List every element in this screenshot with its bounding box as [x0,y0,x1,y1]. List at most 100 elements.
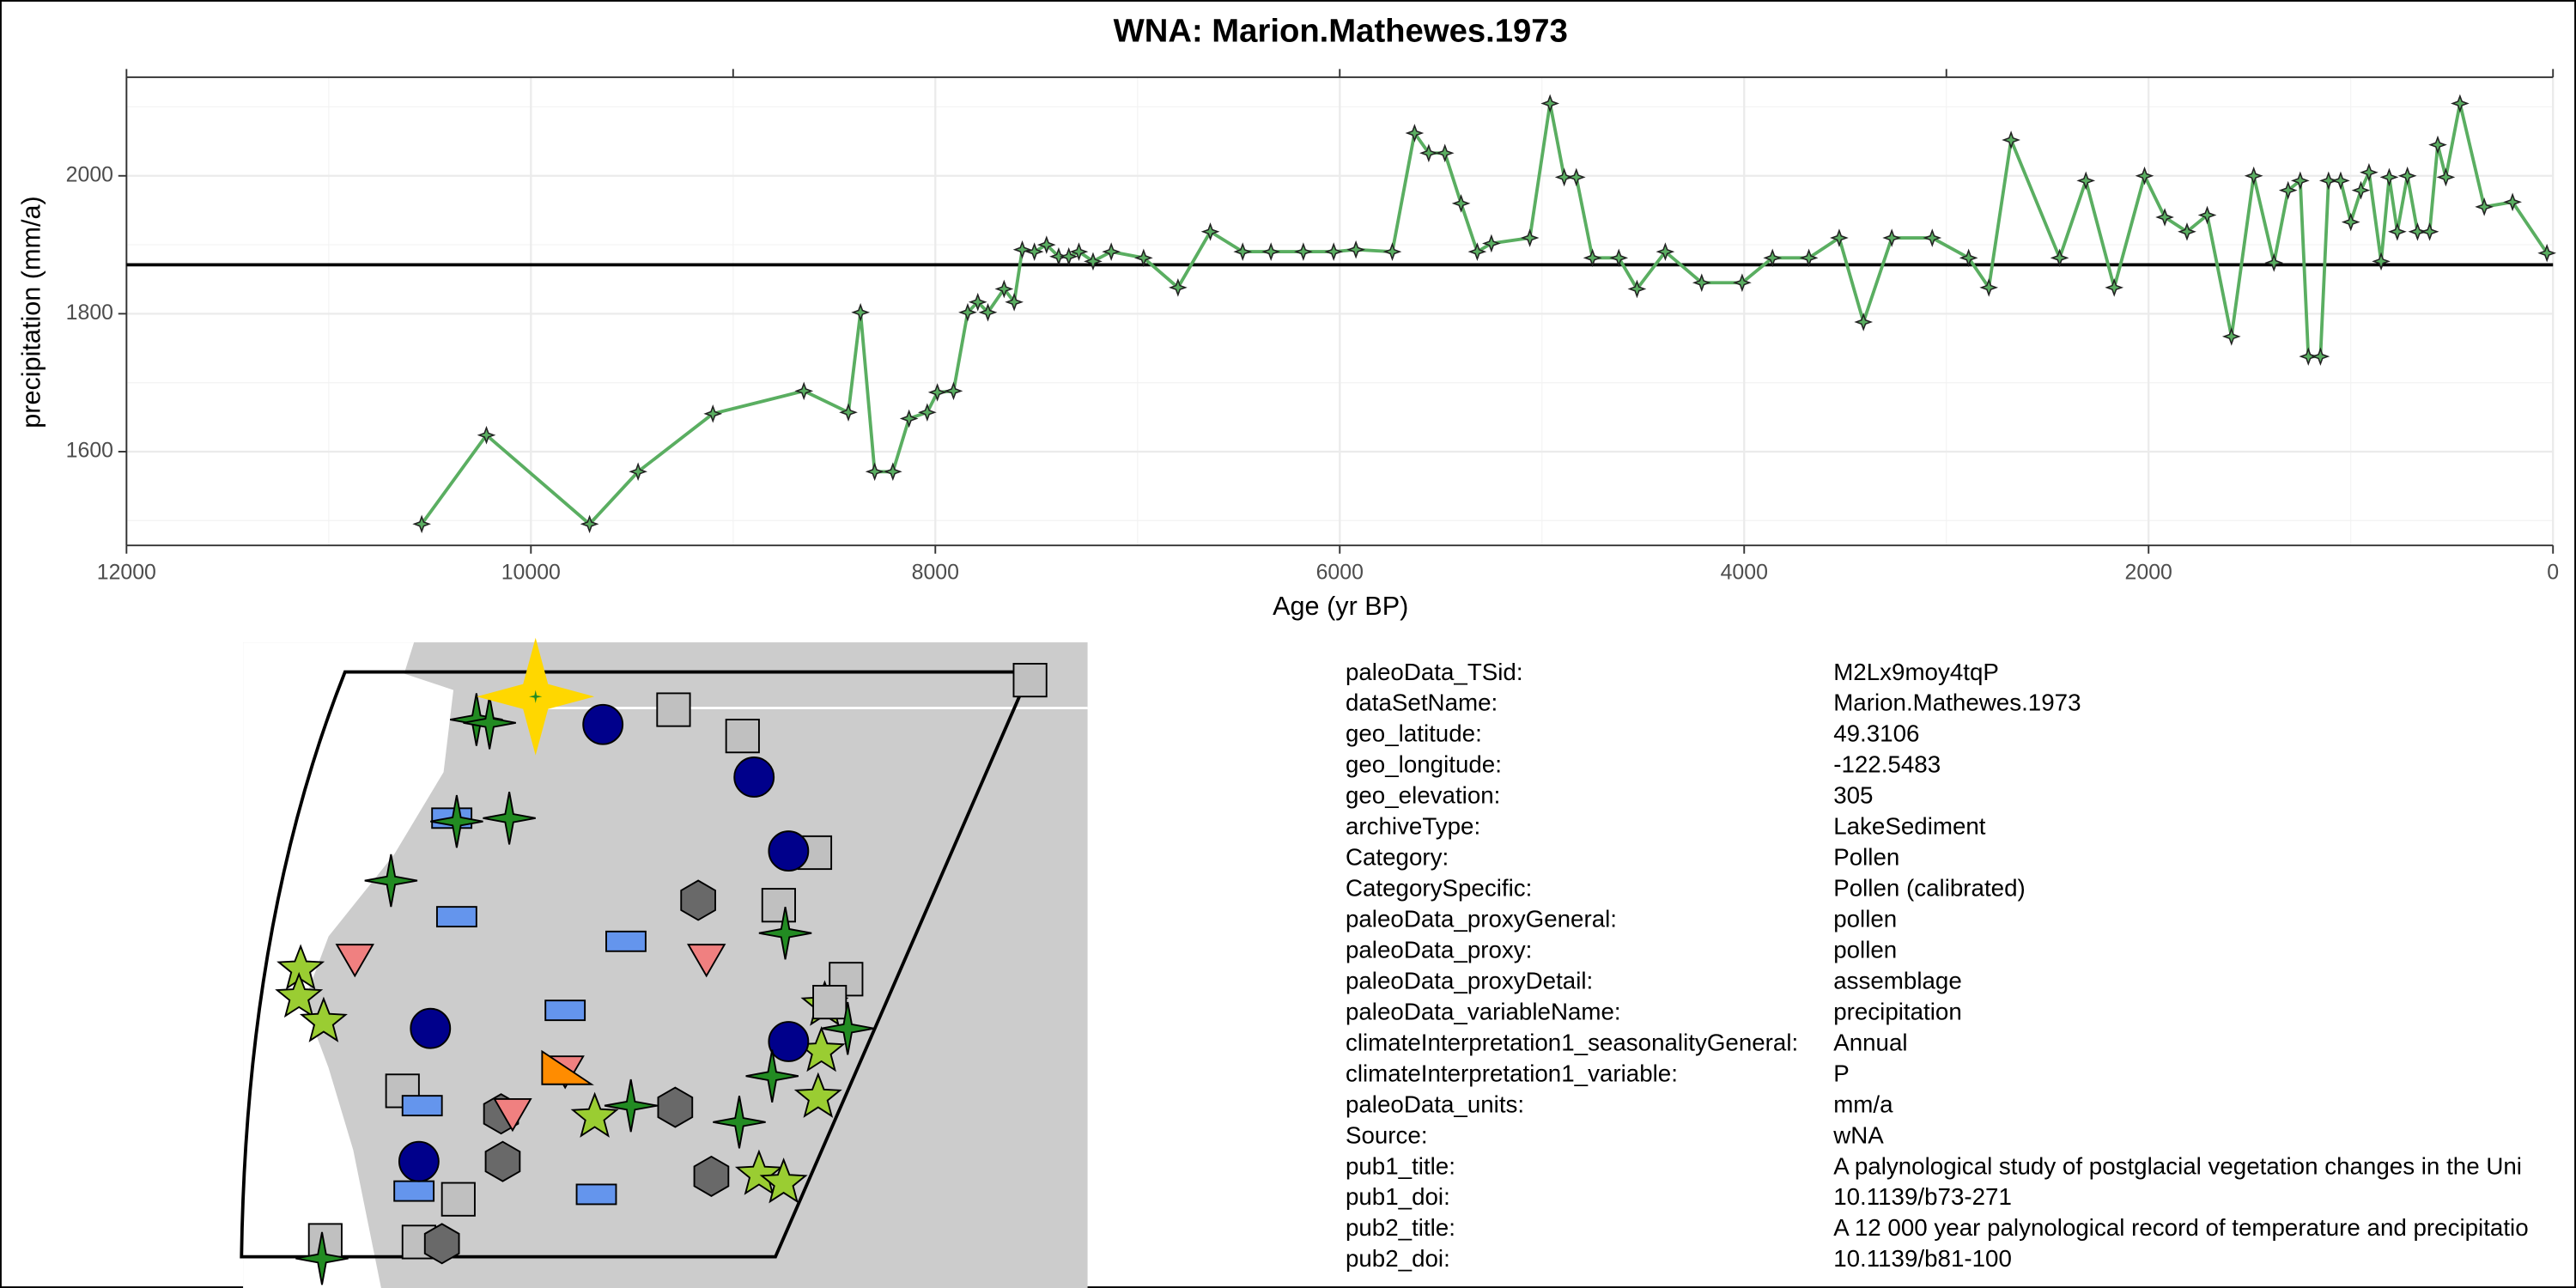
metadata-value: precipitation [1833,998,1962,1024]
data-point [2155,208,2174,227]
site-marker [1012,663,1048,698]
x-tick-label: 10000 [501,560,561,584]
data-point [1583,248,1602,268]
site-marker [604,1078,658,1133]
metadata-key: paleoData_proxy: [1346,936,1532,963]
data-point [2503,192,2522,212]
site-marker [812,985,848,1020]
site-marker [463,696,516,750]
metadata-value: LakeSediment [1833,813,1986,840]
data-point [1656,242,1675,261]
data-point [839,403,858,422]
data-point [2299,347,2318,367]
site-marker [725,719,760,754]
data-point [918,403,937,422]
data-point [1024,242,1044,261]
data-point [2002,131,2020,149]
data-point [1059,246,1078,266]
site-marker [582,703,624,745]
data-point [2311,347,2330,367]
data-point [1520,228,1540,247]
data-point [1012,240,1032,259]
metadata-key: paleoData_proxyDetail: [1346,967,1593,993]
x-tick-label: 2000 [2125,560,2172,584]
data-point [1763,248,1783,268]
site-marker [364,854,418,908]
data-point [1405,124,1425,143]
site-marker [734,1149,783,1195]
site-marker [295,1231,349,1285]
map-frame [240,670,1033,1259]
data-point [865,462,884,482]
site-marker [768,830,810,872]
data-point [1036,235,1056,254]
data-point [2436,167,2456,187]
metadata-key: paleoData_units: [1346,1091,1524,1117]
data-point [927,383,947,402]
data-point [851,302,871,322]
metadata-value: pollen [1833,906,1897,933]
data-point [1692,273,1711,293]
site-marker [544,999,586,1022]
site-marker [430,794,483,848]
data-point [2076,171,2096,191]
data-point [2178,222,2196,241]
metadata-value: wNA [1832,1121,1884,1148]
data-point [958,302,977,322]
x-tick-label: 8000 [912,560,959,584]
site-marker [423,1223,460,1265]
x-axis-label: Age (yr BP) [1273,592,1408,621]
x-tick-label: 6000 [1316,560,1364,584]
chart-title: WNA: Marion.Mathewes.1973 [1114,12,1568,49]
metadata-key: CategorySpecific: [1346,875,1532,902]
data-point [1382,242,1402,261]
data-point [2050,248,2069,268]
site-marker [657,1086,694,1128]
metadata-key: geo_longitude: [1346,751,1502,778]
data-point [1200,222,1220,241]
site-marker [483,792,536,845]
metadata-key: paleoData_TSid: [1346,659,1523,685]
data-point [2475,197,2494,216]
site-marker [733,756,775,798]
data-point [2197,205,2217,225]
site-marker [759,1157,808,1204]
data-point [412,514,431,534]
metadata-key: climateInterpretation1_variable: [1346,1060,1678,1086]
data-point [1959,248,1978,268]
site-marker [758,906,812,960]
site-marker [299,996,348,1042]
data-point [2341,212,2360,232]
metadata-value: P [1833,1060,1850,1086]
site-marker [713,1095,766,1149]
site-marker [275,971,324,1018]
site-marker [484,1140,521,1182]
data-point [1049,246,1068,266]
data-point [1733,273,1752,293]
data-point [883,462,902,482]
data-point [2221,327,2241,346]
data-point [2318,171,2338,191]
data-point [580,514,599,534]
metadata-key: pub2_title: [1346,1214,1455,1241]
site-marker [575,1183,617,1206]
data-point [2451,94,2470,113]
site-marker [768,1021,810,1062]
metadata-value: A 12 000 year palynological record of te… [1833,1214,2528,1241]
data-point [1854,313,1874,331]
data-point [1830,228,1849,247]
metadata-value: -122.5483 [1833,751,1941,778]
data-point [1346,240,1365,259]
data-point [1069,242,1089,261]
y-axis-label: precipitation (mm/a) [16,196,46,428]
y-tick-label: 1800 [66,301,113,325]
metadata-value: assemblage [1833,967,1962,993]
data-point [1979,278,1999,297]
data-point [1133,248,1153,268]
site-marker [435,906,477,928]
data-point [2244,166,2263,185]
data-point [994,279,1014,299]
metadata-value: 49.3106 [1833,720,1919,747]
data-point [1261,242,1281,261]
metadata-key: pub1_doi: [1346,1183,1450,1210]
